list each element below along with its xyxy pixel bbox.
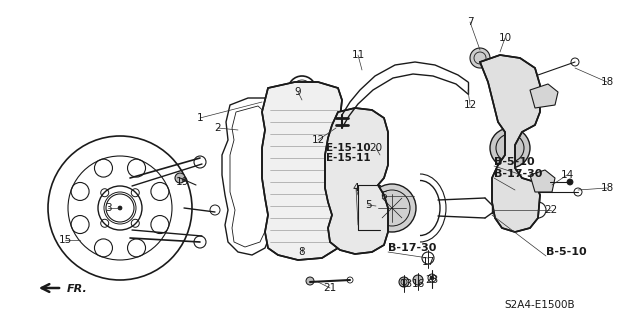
Text: 18: 18 <box>600 77 614 87</box>
Text: 15: 15 <box>58 235 72 245</box>
Text: 5: 5 <box>365 200 371 210</box>
Text: 8: 8 <box>299 247 305 257</box>
Text: 12: 12 <box>463 100 477 110</box>
Text: 13: 13 <box>399 279 413 289</box>
Polygon shape <box>530 170 555 192</box>
Text: B-17-30: B-17-30 <box>494 169 542 179</box>
Text: E-15-11: E-15-11 <box>326 153 371 163</box>
Text: 19: 19 <box>175 177 189 187</box>
Circle shape <box>430 276 434 280</box>
Text: 9: 9 <box>294 87 301 97</box>
Circle shape <box>567 179 573 185</box>
Polygon shape <box>530 84 558 108</box>
Text: S2A4-E1500B: S2A4-E1500B <box>505 300 575 310</box>
Text: 10: 10 <box>499 33 511 43</box>
Circle shape <box>399 277 409 287</box>
Text: E-15-10: E-15-10 <box>326 143 371 153</box>
Text: 4: 4 <box>353 183 359 193</box>
Circle shape <box>470 48 490 68</box>
Text: 2: 2 <box>214 123 221 133</box>
Text: 16: 16 <box>412 279 424 289</box>
Circle shape <box>413 275 423 285</box>
Circle shape <box>297 245 307 255</box>
Polygon shape <box>480 55 540 232</box>
Text: 20: 20 <box>369 143 383 153</box>
Text: 21: 21 <box>323 283 337 293</box>
Text: 12: 12 <box>312 135 324 145</box>
Polygon shape <box>325 108 388 254</box>
Polygon shape <box>262 82 342 260</box>
Text: 1: 1 <box>196 113 204 123</box>
Text: 7: 7 <box>467 17 474 27</box>
Circle shape <box>175 173 185 183</box>
Text: 11: 11 <box>351 50 365 60</box>
Text: B-17-30: B-17-30 <box>388 243 436 253</box>
Text: 18: 18 <box>600 183 614 193</box>
Circle shape <box>118 206 122 210</box>
Text: FR.: FR. <box>67 284 88 294</box>
Circle shape <box>490 128 530 168</box>
Circle shape <box>368 184 416 232</box>
Text: 14: 14 <box>561 170 573 180</box>
Circle shape <box>306 277 314 285</box>
Text: 23: 23 <box>426 275 438 285</box>
Text: 6: 6 <box>381 191 387 201</box>
Text: B-5-10: B-5-10 <box>546 247 587 257</box>
Text: 22: 22 <box>545 205 557 215</box>
Text: B-5-10: B-5-10 <box>494 157 534 167</box>
Text: 17: 17 <box>421 257 435 267</box>
Text: 3: 3 <box>105 203 111 213</box>
